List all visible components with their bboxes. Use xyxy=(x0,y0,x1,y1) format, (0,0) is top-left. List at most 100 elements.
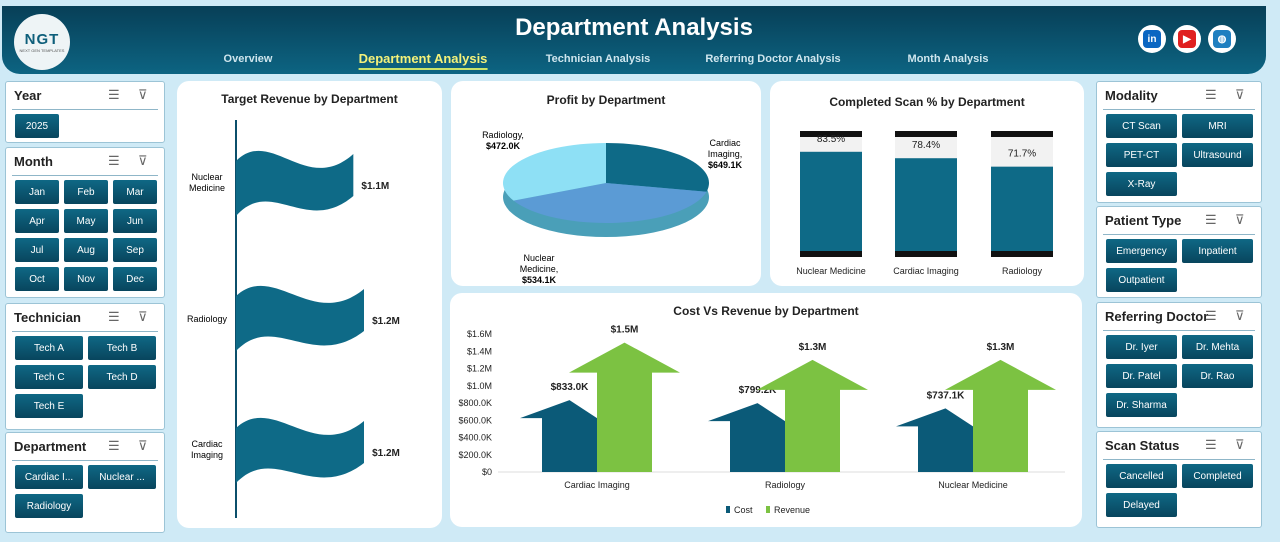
y-tick-label: $1.0M xyxy=(467,381,492,391)
multi-select-icon[interactable]: ☰ xyxy=(108,153,120,168)
slicer-item[interactable]: Nov xyxy=(64,267,108,291)
clear-filter-icon[interactable]: ⊽ xyxy=(1235,437,1245,452)
slicer-item[interactable]: Tech E xyxy=(15,394,83,418)
pie-slice xyxy=(606,143,709,192)
data-label: Nuclear Medicine, $534.1K xyxy=(520,253,559,285)
divider xyxy=(1103,459,1255,460)
slicer-item[interactable]: Jan xyxy=(15,180,59,204)
y-tick-label: $800.0K xyxy=(458,398,492,408)
slicer-item[interactable]: Jun xyxy=(113,209,157,233)
slicer-item[interactable]: Tech C xyxy=(15,365,83,389)
divider xyxy=(12,109,158,110)
linkedin-button[interactable]: in xyxy=(1138,25,1166,53)
logo-text: NGT xyxy=(24,31,60,48)
cost-vs-revenue-chart: Cost Vs Revenue by Department $0 $200.0K $… xyxy=(450,293,1082,527)
data-label: $1.2M xyxy=(372,448,400,459)
clear-filter-icon[interactable]: ⊽ xyxy=(1235,212,1245,227)
bar-cap xyxy=(895,131,957,137)
multi-select-icon[interactable]: ☰ xyxy=(1205,308,1217,323)
slicer-item[interactable]: Dr. Patel xyxy=(1106,364,1177,388)
slicer-item[interactable]: Cancelled xyxy=(1106,464,1177,488)
slicer-item[interactable]: Completed xyxy=(1182,464,1253,488)
slicer-item[interactable]: Sep xyxy=(113,238,157,262)
category-label: Nuclear Medicine xyxy=(189,172,225,193)
tab-overview[interactable]: Overview xyxy=(223,53,273,65)
slicer-item[interactable]: Oct xyxy=(15,267,59,291)
slicer-item[interactable]: Feb xyxy=(64,180,108,204)
slicer-item[interactable]: Apr xyxy=(15,209,59,233)
bar-cap xyxy=(991,131,1053,137)
category-label: Nuclear Medicine xyxy=(796,266,866,276)
slicer-item[interactable]: CT Scan xyxy=(1106,114,1177,138)
slicer-item[interactable]: Dec xyxy=(113,267,157,291)
bar-revenue xyxy=(569,342,680,472)
slicer-item[interactable]: Nuclear ... xyxy=(88,465,156,489)
category-label: Radiology xyxy=(187,314,228,324)
multi-select-icon[interactable]: ☰ xyxy=(1205,87,1217,102)
slicer-item[interactable]: Cardiac I... xyxy=(15,465,83,489)
legend-label: Revenue xyxy=(774,505,810,515)
multi-select-icon[interactable]: ☰ xyxy=(1205,437,1217,452)
divider xyxy=(1103,109,1255,110)
data-label: 71.7% xyxy=(1008,149,1036,160)
slicer-title: Patient Type xyxy=(1105,213,1182,228)
slicer-item[interactable]: May xyxy=(64,209,108,233)
data-label: $737.1K xyxy=(927,390,966,401)
multi-select-icon[interactable]: ☰ xyxy=(108,309,120,324)
y-tick-label: $400.0K xyxy=(458,433,492,443)
tab-technician-analysis[interactable]: Technician Analysis xyxy=(545,53,651,65)
slicer-item[interactable]: PET-CT xyxy=(1106,143,1177,167)
clear-filter-icon[interactable]: ⊽ xyxy=(138,438,148,453)
data-label: $1.5M xyxy=(611,325,639,336)
clear-filter-icon[interactable]: ⊽ xyxy=(138,153,148,168)
data-label: $1.3M xyxy=(799,342,827,353)
slicer-item[interactable]: 2025 xyxy=(15,114,59,138)
tab-referring-doctor-analysis[interactable]: Referring Doctor Analysis xyxy=(705,53,841,65)
slicer-item[interactable]: Inpatient xyxy=(1182,239,1253,263)
globe-button[interactable]: ◍ xyxy=(1208,25,1236,53)
slicer-item[interactable]: Delayed xyxy=(1106,493,1177,517)
slicer-item[interactable]: Tech A xyxy=(15,336,83,360)
target-revenue-chart: Target Revenue by Department $1.1M Nuclea… xyxy=(177,81,442,528)
multi-select-icon[interactable]: ☰ xyxy=(108,438,120,453)
data-label: Radiology, $472.0K xyxy=(482,130,524,151)
chart-title: Target Revenue by Department xyxy=(221,92,398,106)
slicer-title: Month xyxy=(14,154,53,169)
bar-base xyxy=(895,251,957,257)
slicer-item[interactable]: X-Ray xyxy=(1106,172,1177,196)
tab-month-analysis[interactable]: Month Analysis xyxy=(907,53,989,65)
slicer-item[interactable]: Ultrasound xyxy=(1182,143,1253,167)
slicer-scan-status: Scan Status ☰ ⊽ Cancelled Completed Delayed xyxy=(1096,431,1262,528)
slicer-item[interactable]: MRI xyxy=(1182,114,1253,138)
bar-cost xyxy=(708,403,785,472)
slicer-item[interactable]: Dr. Mehta xyxy=(1182,335,1253,359)
slicer-item[interactable]: Dr. Sharma xyxy=(1106,393,1177,417)
clear-filter-icon[interactable]: ⊽ xyxy=(138,87,148,102)
slicer-item[interactable]: Outpatient xyxy=(1106,268,1177,292)
divider xyxy=(12,331,158,332)
slicer-item[interactable]: Aug xyxy=(64,238,108,262)
slicer-item[interactable]: Mar xyxy=(113,180,157,204)
bar xyxy=(895,158,957,257)
slicer-item[interactable]: Radiology xyxy=(15,494,83,518)
multi-select-icon[interactable]: ☰ xyxy=(1205,212,1217,227)
slicer-item[interactable]: Dr. Iyer xyxy=(1106,335,1177,359)
globe-icon: ◍ xyxy=(1213,30,1231,48)
slicer-title: Technician xyxy=(14,310,81,325)
slicer-item[interactable]: Emergency xyxy=(1106,239,1177,263)
clear-filter-icon[interactable]: ⊽ xyxy=(1235,308,1245,323)
slicer-item[interactable]: Dr. Rao xyxy=(1182,364,1253,388)
slicer-item[interactable]: Tech D xyxy=(88,365,156,389)
slicer-title: Referring Doctor xyxy=(1105,309,1209,324)
slicer-item[interactable]: Jul xyxy=(15,238,59,262)
slicer-item[interactable]: Tech B xyxy=(88,336,156,360)
clear-filter-icon[interactable]: ⊽ xyxy=(1235,87,1245,102)
slicer-title: Modality xyxy=(1105,88,1158,103)
youtube-button[interactable]: ▶ xyxy=(1173,25,1201,53)
bar-revenue xyxy=(945,359,1056,472)
chart-title: Profit by Department xyxy=(546,93,666,107)
clear-filter-icon[interactable]: ⊽ xyxy=(138,309,148,324)
category-label: Cardiac Imaging xyxy=(191,439,223,460)
tab-department-analysis[interactable]: Department Analysis xyxy=(358,51,488,70)
multi-select-icon[interactable]: ☰ xyxy=(108,87,120,102)
